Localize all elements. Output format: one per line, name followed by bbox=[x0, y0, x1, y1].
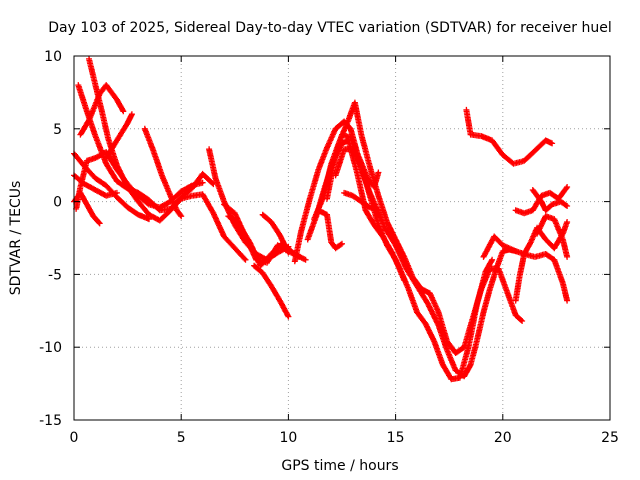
series-track-22 bbox=[463, 106, 556, 167]
series-track-9 bbox=[141, 125, 185, 220]
series-markers bbox=[534, 213, 571, 260]
series-markers bbox=[315, 207, 345, 252]
series-track-14 bbox=[259, 211, 292, 256]
series-markers bbox=[103, 111, 135, 161]
x-tick-label: 20 bbox=[494, 430, 512, 446]
data-points bbox=[71, 55, 571, 383]
series-markers bbox=[341, 189, 382, 214]
series-track-20 bbox=[315, 207, 345, 252]
series-track-3 bbox=[86, 55, 249, 263]
y-tick-label: -5 bbox=[48, 267, 62, 283]
series-markers bbox=[86, 55, 249, 263]
axis-ticks: 0 5 10 15 20 25 -15 -10 -5 0 5 10 bbox=[39, 49, 619, 446]
y-axis-label: SDTVAR / TECUs bbox=[8, 181, 24, 296]
plot-frame bbox=[73, 55, 611, 421]
x-axis-label: GPS time / hours bbox=[281, 458, 398, 474]
series-track-6 bbox=[103, 111, 135, 161]
chart-title: Day 103 of 2025, Sidereal Day-to-day VTE… bbox=[48, 20, 611, 36]
series-markers bbox=[251, 262, 292, 320]
series-track-27 bbox=[534, 213, 571, 260]
x-tick-label: 25 bbox=[601, 430, 619, 446]
series-markers bbox=[259, 211, 292, 256]
series-track-21 bbox=[341, 189, 382, 214]
y-tick-label: 5 bbox=[53, 122, 62, 138]
series-markers bbox=[141, 125, 185, 220]
x-tick-label: 15 bbox=[387, 430, 405, 446]
x-tick-label: 10 bbox=[279, 430, 297, 446]
y-tick-label: -15 bbox=[39, 413, 62, 429]
series-track-15 bbox=[291, 118, 519, 380]
series-markers bbox=[77, 82, 127, 138]
y-tick-label: 0 bbox=[53, 195, 62, 211]
y-tick-label: -10 bbox=[39, 340, 62, 356]
series-track-26 bbox=[529, 187, 571, 214]
y-tick-label: 10 bbox=[44, 49, 62, 65]
x-tick-label: 0 bbox=[70, 430, 79, 446]
series-markers bbox=[291, 118, 519, 380]
series-track-13 bbox=[251, 262, 292, 320]
x-tick-label: 5 bbox=[177, 430, 186, 446]
series-markers bbox=[463, 106, 556, 167]
series-track-4 bbox=[77, 82, 127, 138]
series-markers bbox=[529, 187, 571, 214]
